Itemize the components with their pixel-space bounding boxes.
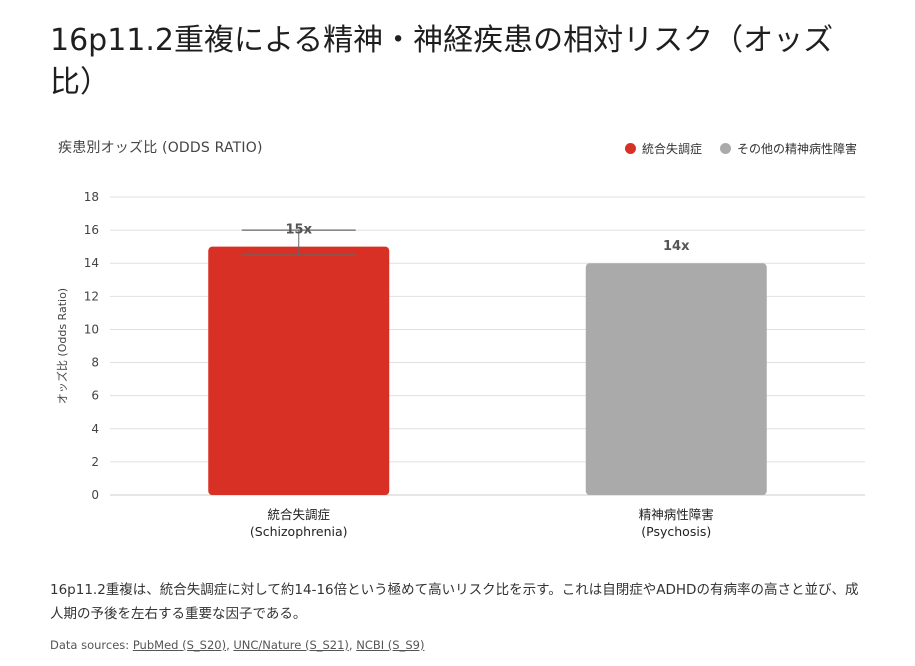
y-axis-title: オッズ比 (Odds Ratio) [55,288,69,404]
data-sources: Data sources: PubMed (S_S20), UNC/Nature… [50,638,425,652]
y-tick-label: 16 [84,223,99,237]
y-tick-label: 8 [91,356,99,370]
y-tick-label: 6 [91,389,99,403]
source-link-unc-nature[interactable]: UNC/Nature (S_S21) [233,638,349,652]
legend-swatch-red [624,143,636,154]
page-title: 16p11.2重複による精神・神経疾患の相対リスク（オッズ比） [50,23,834,100]
chart-summary: 16p11.2重複は、統合失調症に対して約14-16倍という極めて高いリスク比を… [50,582,859,622]
y-tick-label: 10 [84,322,99,336]
sources-prefix: Data sources: [50,638,130,652]
legend-swatch-gray [719,143,731,154]
x-tick-sublabel: (Psychosis) [641,524,711,539]
source-link-pubmed[interactable]: PubMed (S_S20) [132,638,227,652]
y-tick-label: 2 [91,455,99,469]
legend-label: その他の精神病性障害 [736,142,857,156]
chart-subtitle: 疾患別オッズ比 (ODDS RATIO) [58,140,263,156]
data-label: 15x [286,223,313,238]
legend-label: 統合失調症 [641,142,702,156]
y-tick-label: 0 [91,488,99,502]
y-tick-label: 4 [91,422,99,436]
x-tick-sublabel: (Schizophrenia) [250,524,348,539]
bar [585,263,767,495]
legend-item-other-psychosis[interactable]: その他の精神病性障害 [719,140,857,157]
y-tick-label: 12 [84,289,99,303]
x-tick-label: 統合失調症 [267,507,330,522]
y-tick-label: 18 [84,190,99,204]
legend-item-schizophrenia[interactable]: 統合失調症 [624,140,702,157]
data-label: 14x [663,239,690,254]
chart-legend: 統合失調症 その他の精神病性障害 [624,140,857,157]
x-tick-label: 精神病性障害 [639,507,714,522]
bar [208,246,390,495]
source-link-ncbi[interactable]: NCBI (S_S9) [356,638,425,652]
y-tick-label: 14 [84,256,99,270]
